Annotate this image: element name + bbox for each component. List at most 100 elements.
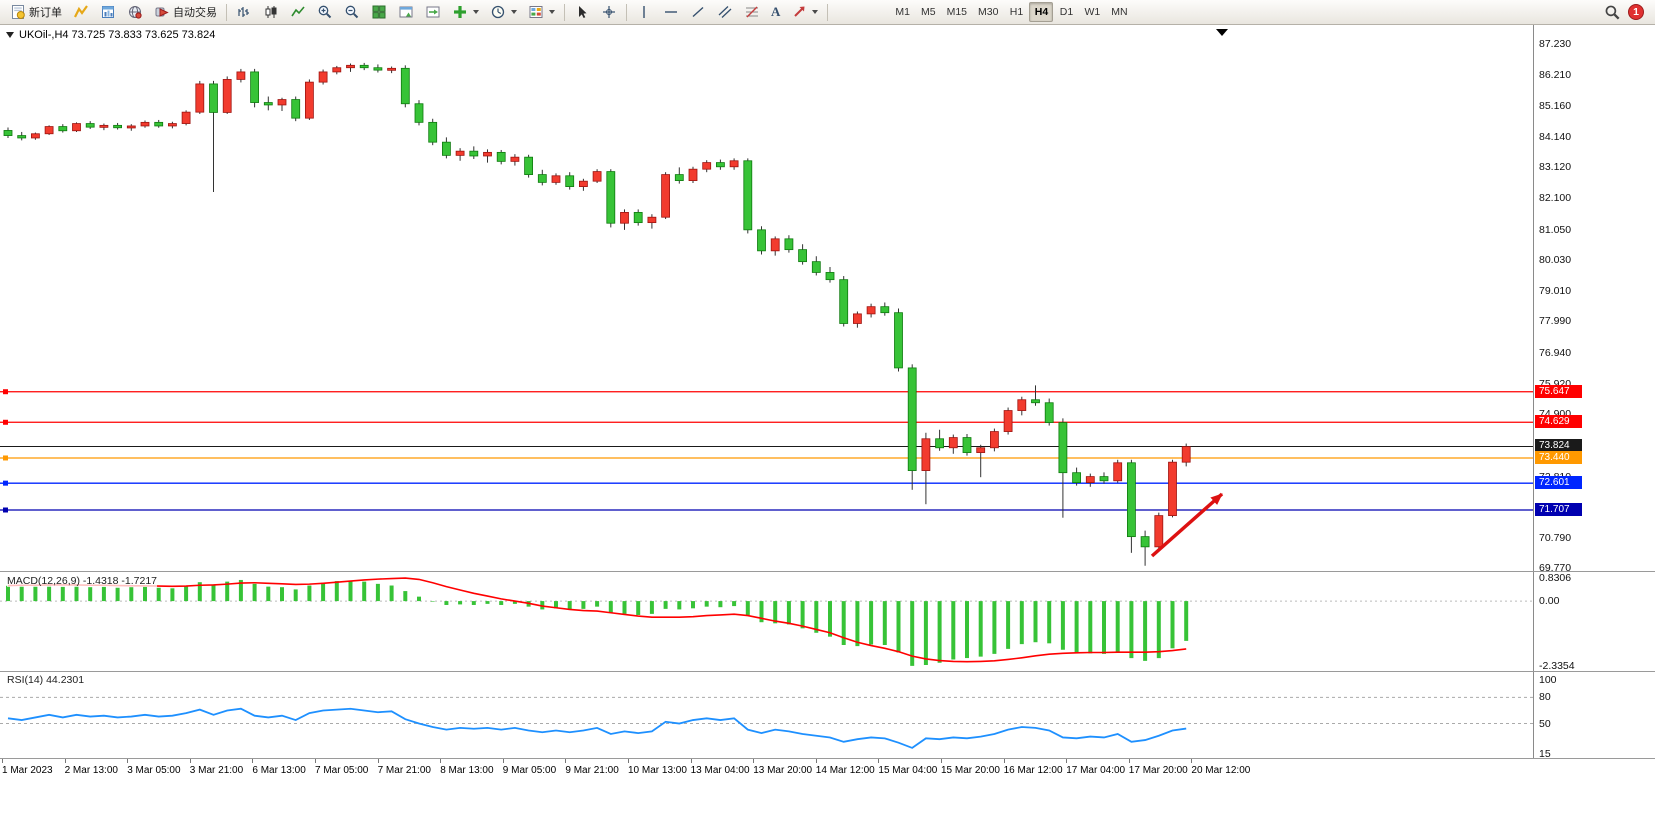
time-axis-tick [565, 759, 567, 763]
price-axis-label: 85.160 [1539, 100, 1572, 113]
market-watch-button[interactable] [68, 2, 94, 23]
price-axis-label: 70.790 [1539, 531, 1572, 544]
time-axis-separator [0, 758, 1655, 759]
toolbar-separator [827, 3, 829, 21]
fibonacci-tool-button[interactable] [739, 2, 765, 23]
text-tool-icon: A [771, 4, 781, 19]
line-chart-icon [291, 6, 305, 17]
time-axis-tick [377, 759, 379, 763]
main-chart-pane[interactable] [0, 25, 1533, 571]
line-handle[interactable] [3, 419, 8, 425]
vertical-line-tool-button[interactable] [631, 2, 657, 23]
rsi-axis-label: 15 [1539, 748, 1551, 760]
line-chart-button[interactable] [285, 2, 311, 23]
time-axis-label: 16 Mar 12:00 [1003, 765, 1063, 776]
pane-separator[interactable] [0, 671, 1655, 672]
time-axis-tick [1191, 759, 1193, 763]
timeframe-mn-button[interactable]: MN [1111, 6, 1128, 18]
timeframe-h4-button[interactable]: H4 [1029, 2, 1054, 22]
toolbar: 新订单 自动交易 [0, 0, 1655, 25]
candlestick-chart-icon [265, 6, 277, 18]
time-axis-tick [440, 759, 442, 763]
crosshair-button[interactable] [596, 2, 622, 23]
time-axis-label: 13 Mar 04:00 [690, 765, 750, 776]
chart-collapse-icon[interactable] [6, 32, 14, 38]
time-axis-label: 9 Mar 21:00 [565, 765, 619, 776]
arrows-tool-button[interactable] [786, 2, 823, 23]
time-axis-tick [1066, 759, 1068, 763]
timeframe-m1-button[interactable]: M1 [895, 6, 910, 18]
timeframe-w1-button[interactable]: W1 [1084, 6, 1101, 18]
rsi-axis-label: 80 [1539, 691, 1551, 704]
text-tool-button[interactable]: A [766, 2, 785, 23]
time-axis-tick [189, 759, 191, 763]
channel-icon [718, 6, 732, 18]
zoom-in-button[interactable] [312, 2, 338, 23]
time-axis[interactable]: 1 Mar 2023 2 Mar 13:00 3 Mar 05:00 3 Mar 21… [0, 759, 1655, 782]
cursor-button[interactable] [569, 2, 595, 23]
clock-icon [491, 5, 505, 19]
price-axis-label: 80.030 [1539, 254, 1572, 267]
new-order-button[interactable]: 新订单 [5, 2, 67, 23]
time-axis-label: 7 Mar 05:00 [315, 765, 369, 776]
rsi-pane[interactable] [0, 672, 1533, 758]
timeframe-h1-button[interactable]: H1 [1009, 6, 1024, 18]
notification-badge[interactable]: 1 [1628, 4, 1644, 20]
price-axis[interactable]: 87.230 86.210 85.160 84.140 83.120 82.100 81.0… [1533, 25, 1655, 760]
channel-tool-button[interactable] [712, 2, 738, 23]
line-handle[interactable] [3, 389, 8, 395]
auto-arrange-button[interactable] [393, 2, 419, 23]
macd-pane[interactable] [0, 572, 1533, 672]
tile-windows-button[interactable] [366, 2, 392, 23]
data-window-button[interactable] [95, 2, 121, 23]
line-handle[interactable] [3, 455, 8, 461]
time-axis-tick [502, 759, 504, 763]
time-axis-tick [878, 759, 880, 763]
template-icon [529, 6, 543, 18]
time-axis-label: 15 Mar 20:00 [941, 765, 1000, 776]
community-button[interactable] [122, 2, 148, 23]
pane-separator[interactable] [0, 571, 1655, 572]
candlestick-chart-button[interactable] [258, 2, 284, 23]
annotation-arrow[interactable] [1150, 492, 1224, 558]
cursor-icon [579, 6, 587, 18]
bar-chart-button[interactable] [231, 2, 257, 23]
price-axis-label: 79.010 [1539, 284, 1572, 297]
time-axis-label: 7 Mar 21:00 [377, 765, 431, 776]
line-handle[interactable] [3, 507, 8, 513]
globe-icon [129, 6, 142, 19]
time-axis-tick [1003, 759, 1005, 763]
rsi-label: RSI(14) 44.2301 [7, 674, 85, 686]
macd-axis-label: -2.3354 [1539, 660, 1575, 672]
periods-button[interactable] [485, 2, 522, 23]
timeframe-m30-button[interactable]: M30 [978, 6, 999, 18]
auto-trading-button[interactable]: 自动交易 [149, 2, 222, 23]
time-axis-label: 2 Mar 13:00 [64, 765, 118, 776]
macd-label: MACD(12,26,9) -1.4318 -1.7217 [7, 575, 157, 587]
price-tag-73.824: 73.824 [1535, 439, 1582, 453]
candles-layer[interactable] [3, 62, 1191, 566]
price-axis-label: 83.120 [1539, 161, 1572, 174]
line-handle[interactable] [3, 480, 8, 486]
zoom-out-button[interactable] [339, 2, 365, 23]
trendline-tool-button[interactable] [685, 2, 711, 23]
time-axis-label: 13 Mar 20:00 [753, 765, 813, 776]
time-axis-label: 14 Mar 12:00 [815, 765, 875, 776]
timeframe-m15-button[interactable]: M15 [946, 6, 968, 18]
dropdown-arrow-icon [473, 10, 479, 14]
indicators-button[interactable] [447, 2, 484, 23]
crosshair-icon [603, 6, 615, 18]
price-tag-75.647: 75.647 [1535, 384, 1582, 398]
chart-shift-marker[interactable] [1216, 29, 1228, 36]
macd-axis-label: 0.8306 [1539, 572, 1572, 584]
time-axis-tick [252, 759, 254, 763]
timeframe-m5-button[interactable]: M5 [920, 6, 936, 18]
scroll-to-end-button[interactable] [420, 2, 446, 23]
search-icon[interactable] [1604, 4, 1621, 21]
timeframe-d1-button[interactable]: D1 [1059, 6, 1074, 18]
horizontal-line-tool-button[interactable] [658, 2, 684, 23]
templates-button[interactable] [523, 2, 560, 23]
time-axis-label: 3 Mar 05:00 [127, 765, 181, 776]
data-window-icon [102, 6, 114, 18]
